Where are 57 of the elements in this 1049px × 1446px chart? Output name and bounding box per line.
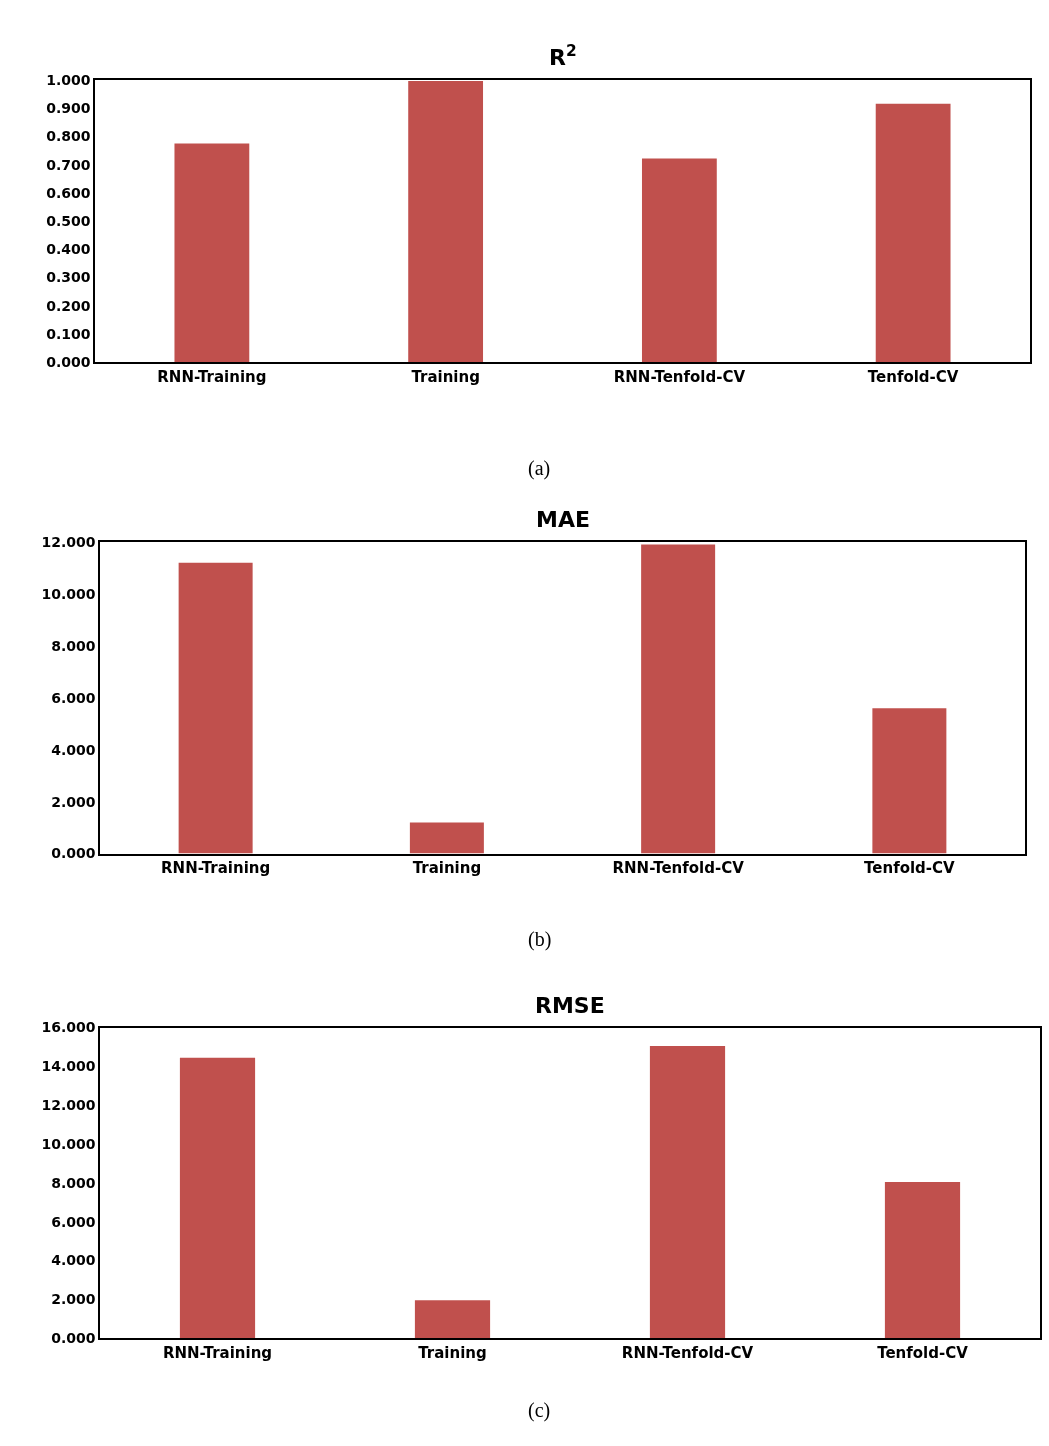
chart-title: MAE bbox=[536, 507, 590, 532]
bar bbox=[409, 822, 484, 854]
y-tick-label: 0.800 bbox=[46, 128, 91, 145]
y-tick-label: 6.000 bbox=[51, 689, 96, 706]
x-tick-label: RNN-Tenfold-CV bbox=[613, 367, 746, 386]
x-tick-label: RNN-Training bbox=[157, 367, 267, 386]
y-tick-label: 12.000 bbox=[41, 533, 96, 550]
bar bbox=[408, 81, 484, 363]
text: (a) bbox=[528, 457, 551, 480]
text: (c) bbox=[528, 1399, 551, 1422]
bar bbox=[649, 1046, 726, 1339]
chart-title: RMSE bbox=[535, 993, 605, 1018]
chart-title: R$^{2}$ bbox=[549, 42, 577, 71]
y-tick-label: 0.100 bbox=[46, 325, 91, 342]
y-tick-label: 0.500 bbox=[46, 213, 91, 230]
y-tick-label: 0.000 bbox=[46, 353, 91, 370]
y-tick-label: 14.000 bbox=[41, 1058, 96, 1075]
y-tick-label: 8.000 bbox=[51, 637, 96, 654]
y-tick-label: 0.300 bbox=[46, 269, 91, 286]
x-tick-label: Training bbox=[418, 1343, 487, 1362]
bar bbox=[179, 1057, 256, 1339]
x-tick-label: Tenfold-CV bbox=[877, 1343, 969, 1362]
y-tick-label: 1.000 bbox=[46, 72, 91, 89]
bar bbox=[884, 1181, 961, 1339]
x-tick-label: RNN-Training bbox=[162, 1343, 273, 1362]
bar bbox=[641, 158, 717, 363]
y-tick-label: 4.000 bbox=[51, 741, 96, 758]
x-tick-label: Training bbox=[411, 367, 480, 386]
x-tick-label: Tenfold-CV bbox=[867, 367, 959, 386]
x-tick-label: RNN-Tenfold-CV bbox=[621, 1343, 754, 1362]
y-tick-label: 0.900 bbox=[46, 100, 91, 117]
y-tick-label: 0.400 bbox=[46, 241, 91, 258]
bar bbox=[178, 562, 253, 854]
y-tick-label: 2.000 bbox=[51, 793, 96, 810]
y-tick-label: 0.700 bbox=[46, 156, 91, 173]
text: (b) bbox=[528, 928, 552, 951]
y-tick-label: 2.000 bbox=[51, 1291, 96, 1308]
y-tick-label: 4.000 bbox=[51, 1252, 96, 1269]
x-tick-label: RNN-Tenfold-CV bbox=[612, 859, 745, 878]
y-tick-label: 16.000 bbox=[41, 1019, 96, 1036]
bar bbox=[174, 143, 250, 363]
y-tick-label: 0.600 bbox=[46, 184, 91, 201]
x-tick-label: RNN-Training bbox=[161, 859, 271, 878]
bar bbox=[414, 1300, 491, 1339]
y-tick-label: 6.000 bbox=[51, 1213, 96, 1230]
y-tick-label: 0.000 bbox=[51, 845, 96, 862]
x-tick-label: Training bbox=[412, 859, 482, 878]
y-tick-label: 10.000 bbox=[41, 585, 96, 602]
bar bbox=[872, 708, 947, 854]
y-tick-label: 8.000 bbox=[51, 1174, 96, 1191]
y-tick-label: 12.000 bbox=[41, 1097, 96, 1114]
y-tick-label: 10.000 bbox=[41, 1135, 96, 1152]
bar bbox=[875, 103, 951, 363]
y-tick-label: 0.000 bbox=[51, 1330, 96, 1347]
bar bbox=[641, 544, 716, 854]
y-tick-label: 0.200 bbox=[46, 297, 91, 314]
x-tick-label: Tenfold-CV bbox=[864, 859, 956, 878]
